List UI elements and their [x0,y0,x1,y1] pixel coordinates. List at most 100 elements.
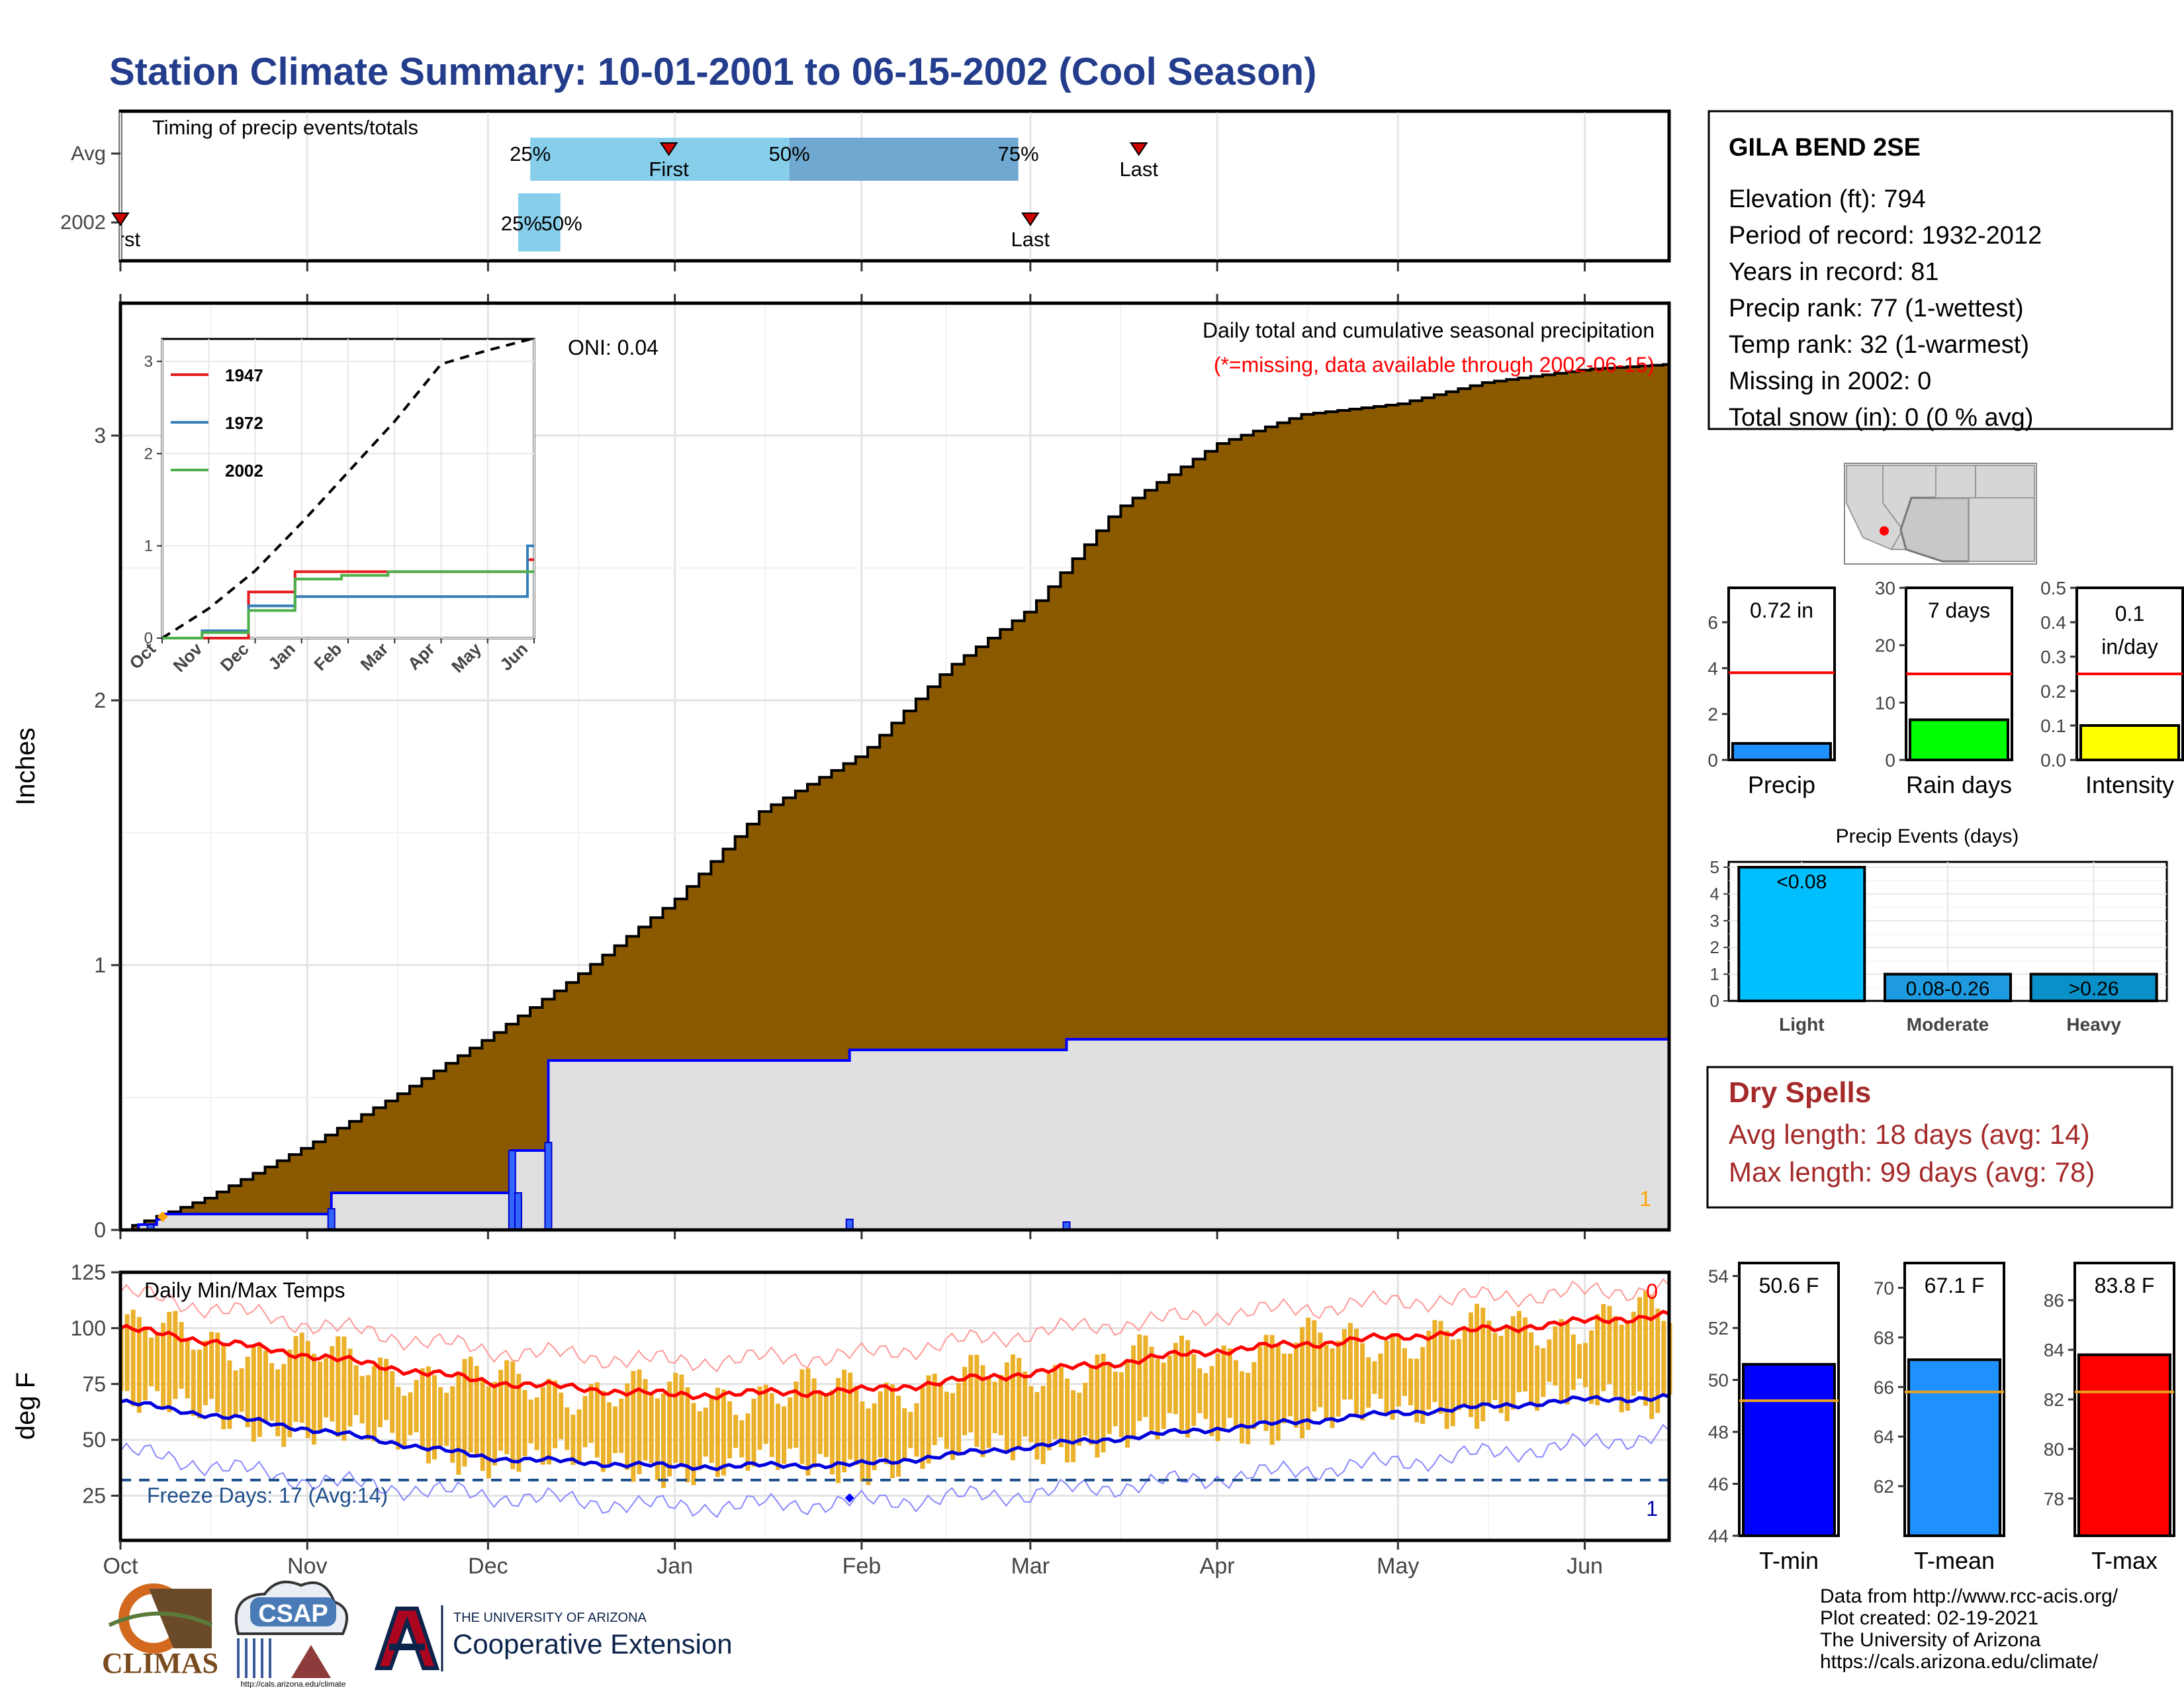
intensity-value-bar [2079,724,2180,761]
daily-precip-bars [146,1142,1071,1231]
record-max-line [120,1278,1670,1373]
avg-25-50-bar [530,138,790,181]
daily-temp-bar [986,1377,991,1448]
logos: CLIMAS CSAP http://cals.arizona.edu/clim… [102,1580,733,1688]
legend-label-1972: 1972 [225,413,263,433]
daily-temp-bar [299,1333,304,1423]
temp-frame [118,1270,1671,1542]
legend-label-1947: 1947 [225,365,263,385]
daily-temp-bar [998,1375,1003,1436]
inset-ytick-label-0: 0 [144,630,153,647]
daily-temp-bar [155,1334,160,1391]
daily-temp-bar [263,1350,268,1423]
daily-temp-bar [1504,1328,1510,1421]
month-label-8: Jun [1567,1554,1603,1579]
daily-temp-bar [745,1413,751,1471]
tmean-tick-label-4: 70 [1874,1278,1894,1298]
events-tick-label-5: 5 [1710,857,1719,877]
month-x-axis: Oct Nov Dec Jan Feb Mar Apr May Jun [103,1540,1603,1579]
daily-temp-bar [1077,1392,1082,1446]
daily-temp-bar [1173,1342,1178,1415]
daily-temp-bar [1052,1364,1058,1440]
record-low-diamond [844,1493,854,1503]
daily-temp-bar [450,1386,455,1463]
daily-temp-bar [492,1382,497,1466]
daily-temp-bar [275,1369,281,1436]
daily-temp-bar [528,1399,533,1444]
daily-temp-bar [1523,1317,1527,1392]
daily-temp-bar [390,1371,395,1433]
daily-temp-bar [956,1383,962,1452]
daily-temp-bar [1589,1330,1594,1404]
events-bar-heavy [2029,972,2158,1002]
precip-caption: Daily total and cumulative seasonal prec… [1203,318,1655,342]
daily-temp-bar [173,1311,178,1399]
daily-temp-bar [1342,1329,1347,1400]
daily-temp-bar [559,1392,564,1440]
daily-temp-bar [215,1333,220,1413]
raindays-value-bar [1909,718,2009,762]
inset-ytick-label-3: 3 [144,353,153,371]
daily-temp-bar [1215,1353,1220,1442]
daily-temp-bar [227,1360,232,1429]
station-location-dot [1880,526,1889,536]
daily-temp-bar [1046,1373,1052,1451]
daily-temp-bar [365,1375,371,1440]
daily-temp-bar [1396,1336,1401,1407]
month-label-2: Dec [468,1554,508,1579]
daily-temp-bar [613,1406,618,1454]
2002-first-label: First [101,228,141,251]
daily-temp-bar [167,1311,172,1413]
daily-temp-bar [1414,1358,1420,1423]
daily-temp-bar [860,1401,865,1482]
daily-temp-bar [462,1358,467,1467]
daily-temp-bar [1101,1354,1106,1453]
daily-temp-bar [1535,1345,1540,1411]
daily-temp-bar [540,1387,545,1465]
daily-temp-bar [324,1358,329,1418]
daily-temp-bar [938,1382,943,1438]
daily-temp-bar [1269,1335,1275,1445]
daily-temp-bar [330,1346,335,1422]
daily-temp-bar [1131,1345,1136,1439]
intensity-tick-label-5: 0.5 [2040,578,2066,598]
intensity-tick-label-4: 0.4 [2040,612,2066,633]
tmin-value-bar [1742,1363,1836,1537]
daily-temp-bar [1583,1342,1588,1387]
daily-temp-bar [1432,1320,1437,1402]
daily-temp-bar [142,1329,148,1401]
daily-temp-bar [1071,1390,1076,1462]
missing-count: 1 [1639,1187,1651,1211]
temp-ytick-label-1: 50 [82,1428,106,1452]
daily-temp-bar [318,1361,322,1432]
daily-temp-bar [1486,1321,1492,1404]
daily-temp-bar [1595,1314,1600,1405]
daily-temp-bar [553,1380,558,1448]
station-name: GILA BEND 2SE [1729,134,1921,162]
daily-temp-bar [384,1358,389,1421]
daily-temp-bar [311,1354,316,1445]
intensity-value-label: 0.1 [2115,602,2144,626]
climas-mesa-icon [149,1589,212,1648]
daily-temp-bar [1576,1344,1582,1379]
daily-temp-bar [637,1369,642,1474]
dry-spells-box: Dry Spells Avg length: 18 days (avg: 14)… [1706,1066,2173,1209]
daily-temp-bar [594,1382,600,1458]
daily-temp-bar [1058,1367,1064,1448]
daily-temp-bar [1408,1358,1413,1405]
summary-bar-charts: 0 2 4 6 0.72 in Precip 0 10 20 30 7 days Rain days 0… [1707,578,2184,798]
inset-ytick-label-1: 1 [144,538,153,555]
events-category-1: Moderate [1907,1014,1989,1035]
inset-grid [161,339,535,639]
daily-temp-bar [1023,1371,1028,1437]
daily-temp-bar [1318,1332,1323,1407]
daily-temp-bar [1251,1362,1257,1429]
daily-temp-bar [359,1376,365,1424]
credits: Data from http://www.rcc-acis.org/ Plot … [1820,1585,2118,1673]
daily-temp-bar [926,1375,931,1464]
daily-temp-bar [1475,1303,1480,1429]
inset-line-1972 [162,544,535,639]
daily-temp-bar [908,1411,913,1448]
credit-data-source: Data from http://www.rcc-acis.org/ [1820,1585,2118,1607]
daily-temp-bar [510,1361,516,1470]
